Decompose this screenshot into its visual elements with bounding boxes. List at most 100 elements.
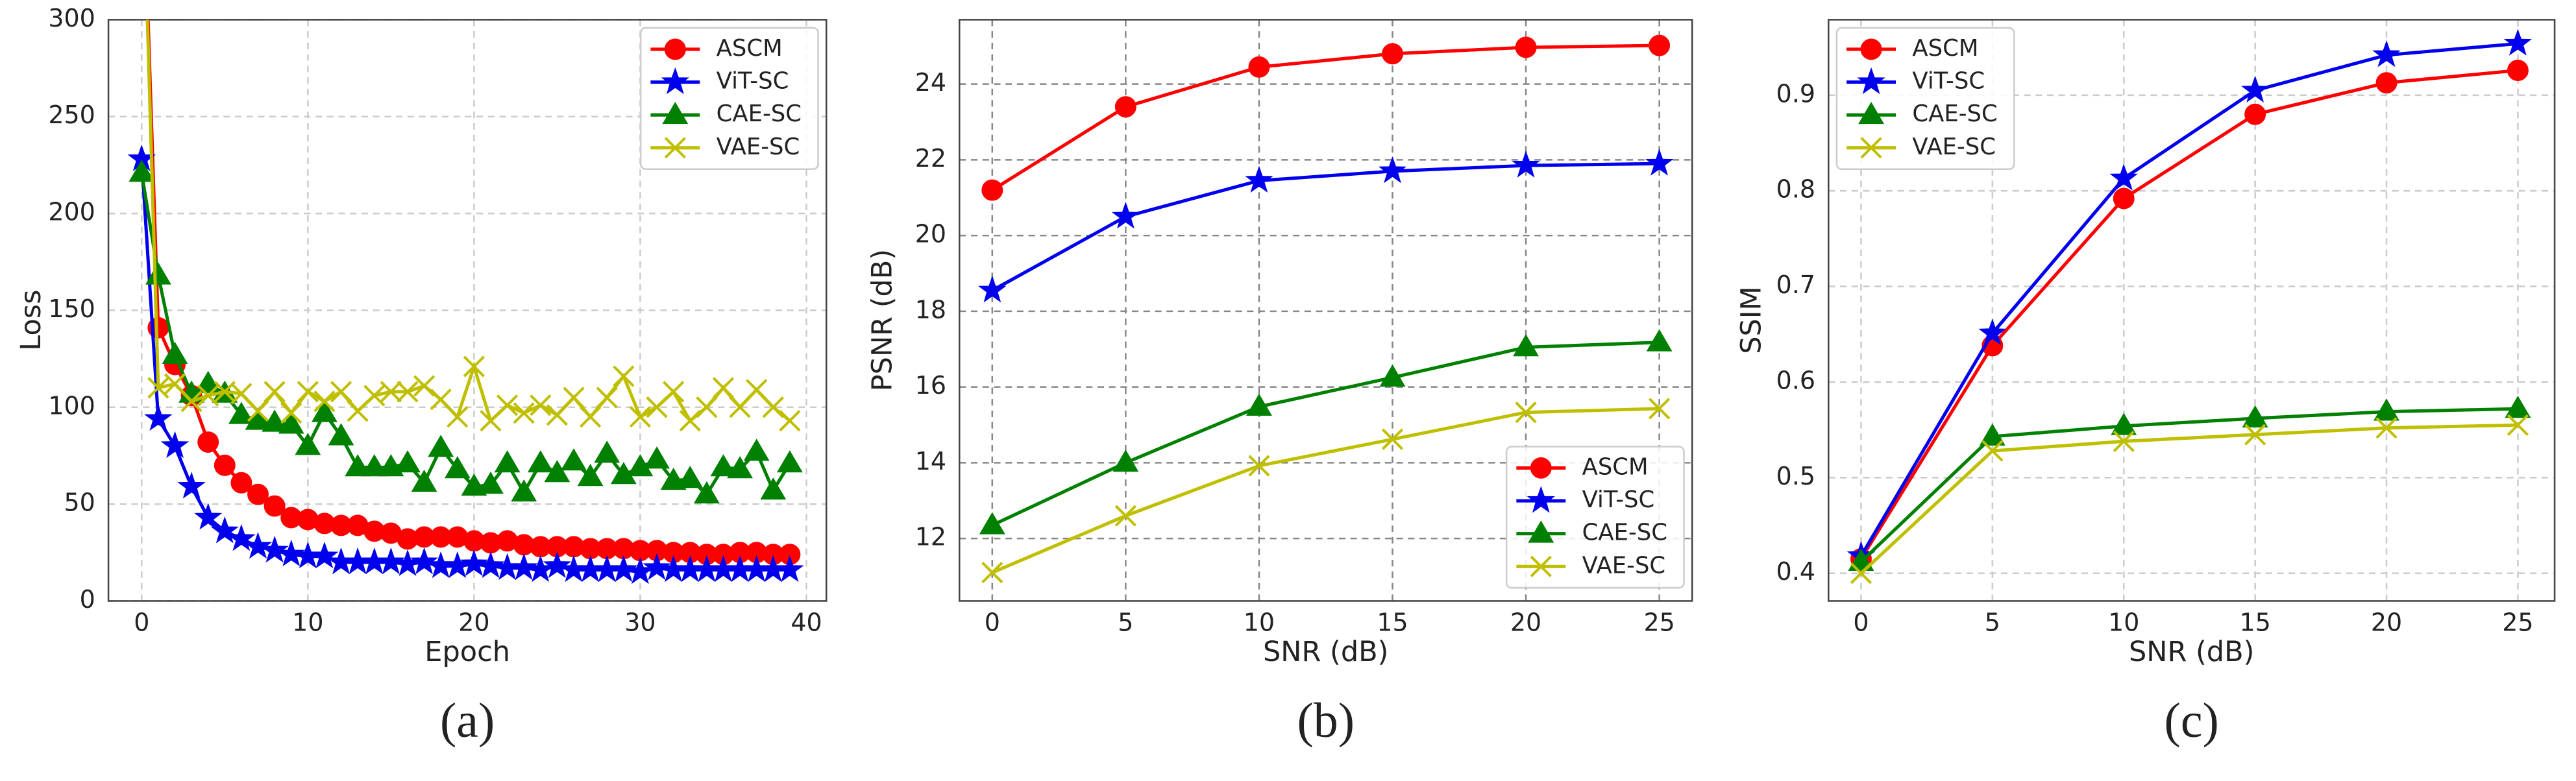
- marker: [428, 435, 454, 457]
- marker: [1645, 149, 1674, 176]
- x-tick-label: 25: [2502, 608, 2533, 636]
- marker: [1979, 423, 2006, 446]
- legend-marker: [662, 101, 689, 125]
- marker: [376, 547, 406, 575]
- marker: [609, 555, 638, 583]
- legend-box: [639, 27, 819, 170]
- marker: [380, 381, 402, 403]
- legend-marker: [661, 67, 689, 95]
- marker: [2241, 75, 2270, 103]
- marker: [393, 549, 422, 577]
- x-axis-label: SNR (dB): [2129, 636, 2254, 668]
- legend-marker: [1858, 101, 1885, 125]
- marker: [2113, 430, 2135, 452]
- marker: [594, 440, 620, 463]
- series-line: [1859, 68, 2518, 560]
- marker: [144, 403, 173, 431]
- marker: [511, 479, 537, 502]
- marker: [278, 411, 304, 434]
- marker: [180, 390, 202, 413]
- marker: [1512, 150, 1540, 178]
- series-line: [991, 407, 1660, 574]
- marker: [430, 389, 452, 411]
- chart: 0.4 0.5 0.6 0.7 0.8 0.9 0 5 10 15 20 25 SNR (dB) SSIM…: [1735, 19, 2556, 748]
- legend-marker: [1860, 38, 1882, 60]
- marker: [328, 423, 354, 446]
- x-tick-label: 10: [292, 608, 323, 636]
- marker: [746, 379, 768, 401]
- marker: [979, 512, 1005, 535]
- x-tick-label: 40: [791, 608, 822, 636]
- marker: [561, 448, 587, 471]
- plot-area: [977, 34, 1674, 584]
- marker: [444, 456, 471, 479]
- marker: [145, 262, 171, 285]
- y-tick-label: 50: [64, 488, 95, 517]
- plot-area: [1846, 29, 2532, 584]
- marker: [660, 468, 687, 490]
- marker: [2111, 413, 2137, 435]
- legend-label: VAE-SC: [1582, 552, 1666, 579]
- series-line: [991, 341, 1660, 527]
- marker: [643, 553, 671, 581]
- x-tick-label: 5: [1985, 608, 2000, 636]
- x-tick-label: 20: [2371, 608, 2402, 636]
- marker: [443, 551, 472, 579]
- legend-label: ViT-SC: [1912, 68, 1985, 95]
- marker: [1649, 34, 1671, 56]
- marker: [544, 460, 570, 483]
- marker: [197, 431, 219, 453]
- marker: [743, 439, 770, 461]
- legend-marker: [664, 137, 686, 159]
- marker: [295, 433, 321, 455]
- legend-marker: [1857, 67, 1885, 95]
- marker: [1646, 329, 1673, 352]
- marker: [696, 396, 718, 418]
- legend-box: [1835, 27, 2015, 170]
- marker: [310, 542, 339, 569]
- marker: [1381, 428, 1404, 450]
- series-line: [1859, 42, 2518, 557]
- plot-frame: [107, 19, 828, 602]
- legend-label: CAE-SC: [717, 101, 802, 127]
- y-axis-label: PSNR (dB): [866, 249, 898, 391]
- marker: [463, 355, 485, 378]
- marker: [577, 464, 604, 487]
- marker: [596, 387, 618, 409]
- marker: [177, 472, 206, 499]
- y-tick-label: 12: [915, 523, 946, 551]
- marker: [1112, 450, 1139, 472]
- marker: [2503, 29, 2532, 56]
- marker: [1378, 156, 1407, 184]
- marker: [580, 406, 602, 428]
- x-tick-label: 15: [1377, 608, 1408, 636]
- marker: [410, 547, 439, 575]
- marker: [509, 553, 538, 581]
- marker: [2375, 72, 2398, 94]
- marker: [981, 179, 1003, 201]
- marker: [1246, 393, 1272, 416]
- marker: [280, 402, 302, 424]
- legend-marker: [664, 38, 686, 60]
- x-tick-label: 20: [1510, 608, 1541, 636]
- marker: [644, 446, 670, 469]
- x-tick-label: 15: [2239, 608, 2270, 636]
- x-tick-label: 10: [2108, 608, 2139, 636]
- legend-marker: [1527, 486, 1555, 513]
- legend-label: ViT-SC: [1582, 487, 1655, 513]
- marker: [264, 495, 286, 517]
- marker: [626, 557, 655, 584]
- marker: [977, 275, 1007, 303]
- marker: [247, 483, 269, 505]
- x-tick-label: 5: [1118, 608, 1133, 636]
- marker: [1648, 398, 1671, 420]
- marker: [613, 365, 635, 387]
- marker: [1245, 165, 1273, 193]
- marker: [1382, 43, 1403, 65]
- marker: [1515, 402, 1537, 424]
- legend-marker: [1530, 555, 1552, 577]
- y-tick-label: 300: [48, 4, 95, 32]
- caption: (c): [2165, 693, 2219, 748]
- y-tick-label: 14: [915, 447, 946, 475]
- marker: [245, 407, 271, 430]
